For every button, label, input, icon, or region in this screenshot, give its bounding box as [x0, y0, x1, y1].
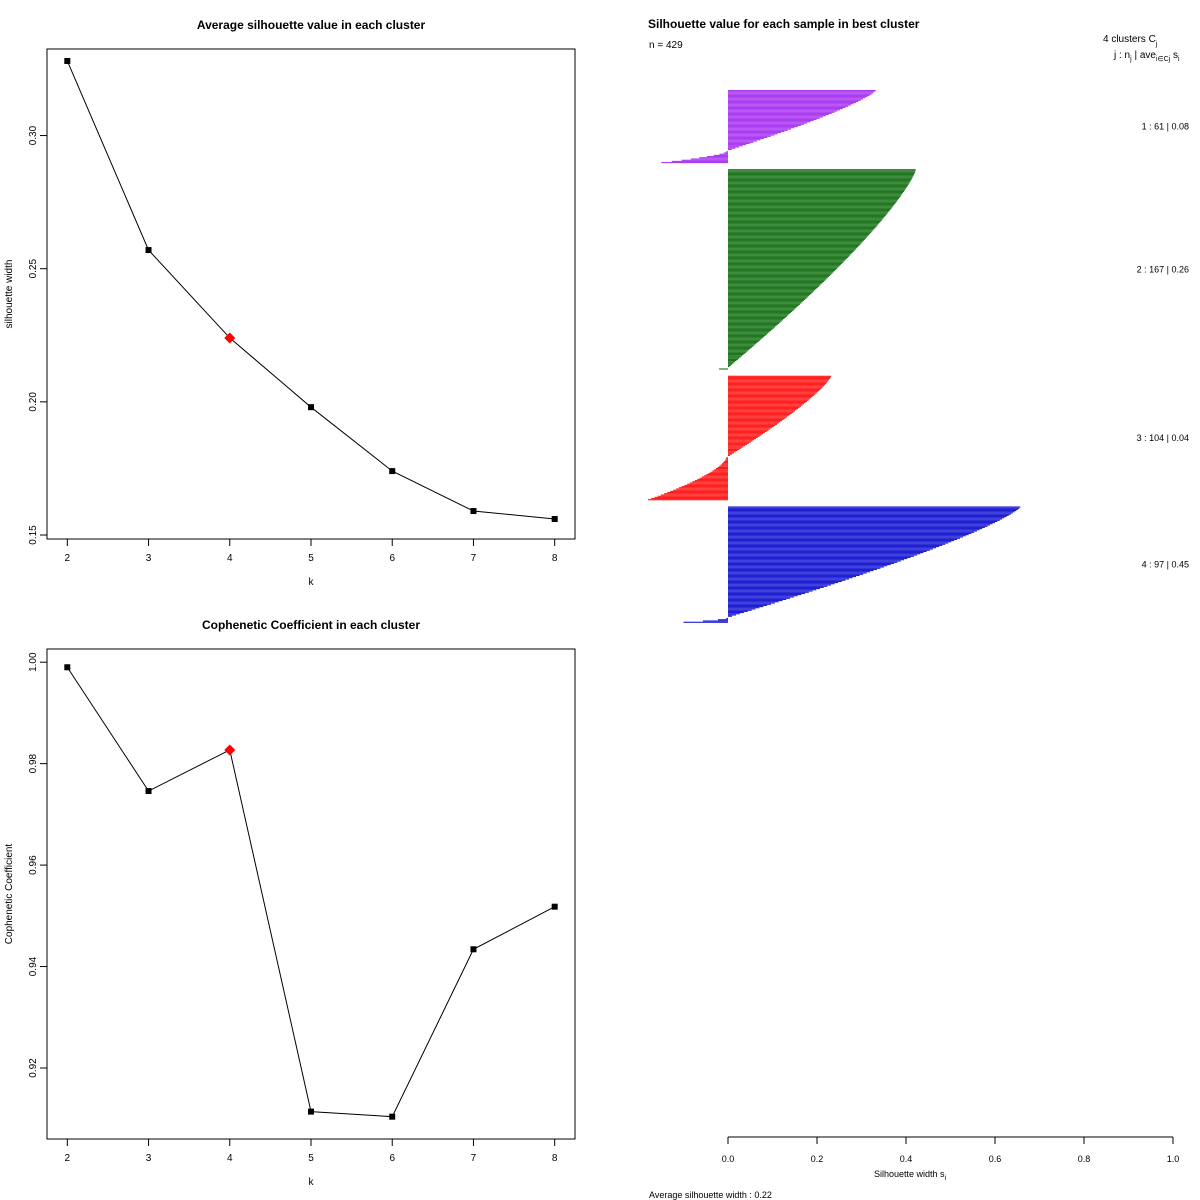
- legend-header: 4 clusters Cj: [1103, 34, 1158, 48]
- cophenetic-y-tick-label: 0.94: [28, 956, 39, 976]
- cluster-3-label: 3 : 104 | 0.04: [1137, 433, 1189, 443]
- cophenetic-x-tick-label: 8: [552, 1153, 558, 1164]
- silhouette-y-tick-label: 0.30: [28, 125, 39, 145]
- cophenetic-point: [389, 1113, 396, 1120]
- silhouette-panel-title: Average silhouette value in each cluster: [197, 18, 426, 32]
- silhouette-x-tick-label: 3: [146, 553, 152, 564]
- cophenetic-x-tick-label: 6: [389, 1153, 395, 1164]
- sample-x-tick-label: 1.0: [1167, 1154, 1180, 1164]
- silhouette-point: [551, 516, 558, 523]
- legend-subheader: j : nj | avei∈Cj si: [1113, 50, 1180, 63]
- silhouette-point: [470, 508, 477, 515]
- silhouette-x-tick-label: 8: [552, 553, 558, 564]
- sample-x-tick-label: 0.6: [989, 1154, 1002, 1164]
- cophenetic-point: [145, 788, 152, 795]
- silhouette-point: [64, 57, 71, 64]
- cophenetic-point: [64, 664, 71, 671]
- cophenetic-panel: Cophenetic Coefficient in each cluster 2…: [4, 618, 576, 1188]
- average-silhouette-footer: Average silhouette width : 0.22: [649, 1190, 772, 1200]
- silhouette-x-tick-label: 2: [65, 553, 71, 564]
- sample-x-tick-label: 0.0: [722, 1154, 735, 1164]
- silhouette-y-axis: 0.15 0.20 0.25 0.30: [28, 125, 47, 545]
- silhouette-x-label: k: [309, 577, 315, 588]
- cophenetic-x-tick-label: 2: [65, 1153, 71, 1164]
- sample-x-tick-label: 0.8: [1078, 1154, 1091, 1164]
- cophenetic-x-axis: 2 3 4 5 6 7 8: [65, 1139, 558, 1164]
- silhouette-x-tick-label: 4: [227, 553, 233, 564]
- cophenetic-y-axis: 0.92 0.94 0.96 0.98 1.00: [28, 652, 47, 1078]
- silhouette-y-label: silhouette width: [4, 260, 15, 329]
- silhouette-panel: Average silhouette value in each cluster…: [4, 18, 576, 588]
- sample-x-tick-label: 0.4: [900, 1154, 913, 1164]
- silhouette-point: [308, 404, 314, 411]
- silhouette-series: [64, 57, 558, 523]
- silhouette-y-tick-label: 0.20: [28, 392, 39, 412]
- cophenetic-x-tick-label: 3: [146, 1153, 152, 1164]
- cluster-labels: 1 : 61 | 0.08 2 : 167 | 0.26 3 : 104 | 0.0…: [1137, 122, 1189, 570]
- cophenetic-x-tick-label: 4: [227, 1153, 233, 1164]
- cophenetic-series-line: [66, 666, 555, 1118]
- cophenetic-y-label: Cophenetic Coefficient: [4, 844, 15, 945]
- cluster-2-label: 2 : 167 | 0.26: [1137, 264, 1189, 274]
- cophenetic-best-k-point: [224, 744, 236, 756]
- cophenetic-point: [308, 1108, 314, 1115]
- cophenetic-y-tick-label: 0.92: [28, 1058, 39, 1078]
- silhouette-y-tick-label: 0.25: [28, 259, 39, 279]
- silhouette-point: [145, 247, 152, 254]
- cluster-4-label: 4 : 97 | 0.45: [1142, 560, 1189, 570]
- cophenetic-x-tick-label: 5: [308, 1153, 314, 1164]
- silhouette-point: [389, 468, 396, 475]
- silhouette-x-tick-label: 7: [471, 553, 477, 564]
- cluster-1-label: 1 : 61 | 0.08: [1142, 122, 1189, 132]
- cophenetic-y-tick-label: 1.00: [28, 652, 39, 672]
- silhouette-y-tick-label: 0.15: [28, 525, 39, 545]
- cophenetic-x-tick-label: 7: [471, 1153, 477, 1164]
- silhouette-series-line: [66, 60, 555, 520]
- silhouette-best-k-point: [224, 332, 236, 344]
- sample-count: n = 429: [649, 40, 683, 51]
- cophenetic-x-label: k: [309, 1177, 315, 1188]
- cophenetic-y-tick-label: 0.98: [28, 753, 39, 773]
- sample-x-label: Silhouette width si: [874, 1169, 947, 1182]
- sample-x-axis: 0.0 0.2 0.4 0.6 0.8 1.0: [722, 1137, 1180, 1164]
- silhouette-plot-frame: [46, 48, 576, 540]
- cophenetic-point: [470, 946, 477, 953]
- silhouette-x-tick-label: 6: [389, 553, 395, 564]
- cophenetic-point: [551, 903, 558, 910]
- silhouette-x-tick-label: 5: [308, 553, 314, 564]
- sample-panel-title: Silhouette value for each sample in best…: [648, 17, 920, 31]
- silhouette-x-axis: 2 3 4 5 6 7 8: [65, 539, 558, 564]
- sample-x-tick-label: 0.2: [811, 1154, 824, 1164]
- cophenetic-series: [64, 664, 558, 1120]
- silhouette-sample-panel: Silhouette value for each sample in best…: [647, 17, 1189, 1200]
- cophenetic-plot-frame: [46, 648, 576, 1140]
- cophenetic-y-tick-label: 0.96: [28, 855, 39, 875]
- silhouette-bars: [647, 90, 1021, 623]
- cophenetic-panel-title: Cophenetic Coefficient in each cluster: [202, 618, 420, 632]
